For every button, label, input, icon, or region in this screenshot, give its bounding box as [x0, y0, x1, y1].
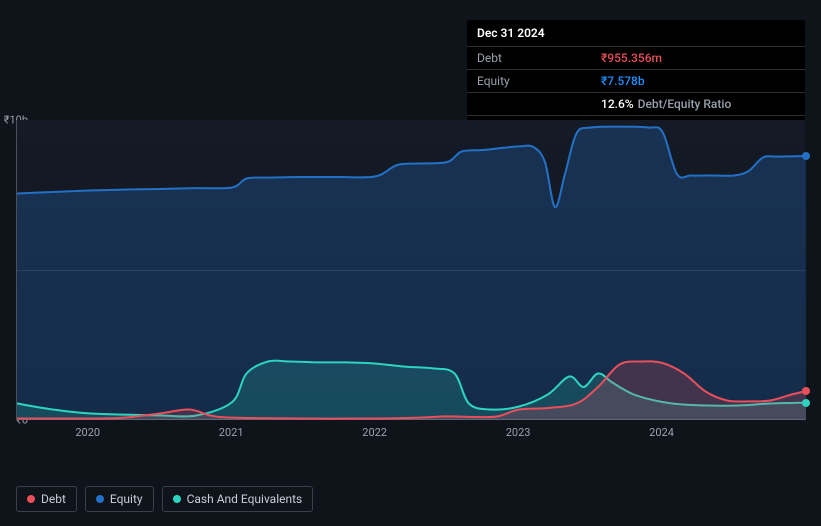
x-axis-label: 2021 [219, 426, 244, 439]
legend-item-debt[interactable]: Debt [16, 486, 77, 512]
chart-series-svg [17, 120, 806, 420]
series-end-dot-equity [802, 152, 810, 160]
legend-item-cash-and-equivalents[interactable]: Cash And Equivalents [162, 486, 314, 512]
legend-item-equity[interactable]: Equity [85, 486, 154, 512]
chart-plot-area[interactable] [16, 120, 805, 420]
tooltip-date: Dec 31 2024 [467, 20, 805, 47]
x-axis: 2020 2021 2022 2023 2024 [16, 420, 805, 440]
tooltip-row-label [477, 97, 601, 111]
legend-dot [96, 495, 104, 503]
x-axis-label: 2022 [362, 426, 387, 439]
tooltip-row: 12.6%Debt/Equity Ratio [467, 93, 805, 116]
tooltip-row-value: ₹955.356m [601, 51, 662, 65]
legend-label: Cash And Equivalents [187, 492, 303, 506]
tooltip-row-value: 12.6%Debt/Equity Ratio [601, 97, 731, 111]
legend-dot [27, 495, 35, 503]
tooltip-row-label: Debt [477, 51, 601, 65]
legend-dot [173, 495, 181, 503]
series-end-dot-cash-and-equivalents [802, 399, 810, 407]
tooltip-row: Equity₹7.578b [467, 70, 805, 93]
legend-label: Equity [110, 492, 143, 506]
tooltip-row-label: Equity [477, 74, 601, 88]
x-axis-label: 2020 [75, 426, 100, 439]
chart-legend: Debt Equity Cash And Equivalents [16, 486, 313, 512]
x-axis-label: 2024 [649, 426, 674, 439]
legend-label: Debt [41, 492, 66, 506]
tooltip-row-suffix: Debt/Equity Ratio [638, 97, 732, 111]
tooltip-row: Debt₹955.356m [467, 47, 805, 70]
tooltip-row-value: ₹7.578b [601, 74, 645, 88]
series-end-dot-debt [802, 387, 810, 395]
x-axis-label: 2023 [506, 426, 531, 439]
chart: ₹10b ₹0 20202021202220232024 [16, 120, 805, 440]
